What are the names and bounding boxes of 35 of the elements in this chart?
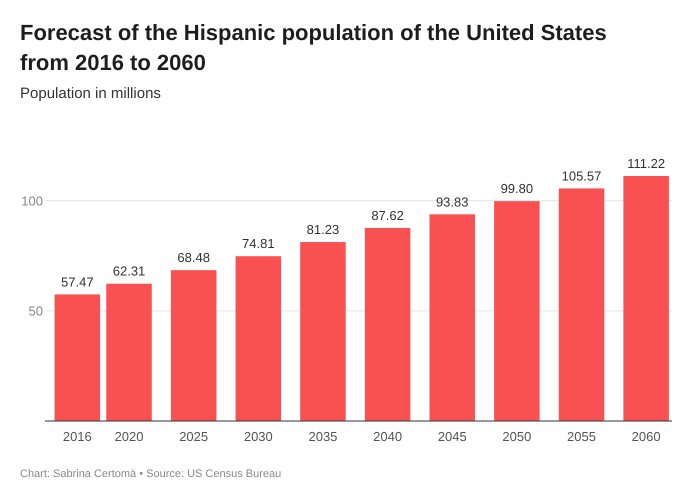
- bar: [494, 201, 540, 421]
- data-label: 62.31: [112, 264, 146, 279]
- data-label: 93.83: [436, 194, 468, 210]
- chart-title: Forecast of the Hispanic population of the United States from 2016 to 2060: [20, 20, 607, 75]
- bar: [300, 242, 346, 421]
- text: Chart: Sabrina Certomà • Source: US Census Bureau: [20, 468, 282, 480]
- data-label: 57.47: [61, 274, 94, 290]
- x-tick-label: 2016: [62, 429, 92, 444]
- x-tick-label: 2020: [114, 429, 144, 444]
- bar: [623, 176, 669, 421]
- y-tick-label: 100: [21, 193, 43, 208]
- bar: [429, 214, 475, 421]
- x-tick-label: 2055: [567, 429, 596, 444]
- data-label: 111.22: [627, 156, 666, 171]
- data-label: 74.81: [242, 236, 275, 252]
- x-tick-label: 2040: [373, 429, 402, 444]
- x-tick-label: 2060: [632, 429, 661, 444]
- bar: [236, 256, 282, 421]
- bar: [54, 294, 100, 421]
- x-tick-label: 2050: [502, 429, 532, 444]
- data-label: 81.23: [306, 222, 340, 238]
- x-tick-label: 2030: [244, 429, 273, 444]
- x-tick-label: 2035: [308, 429, 338, 444]
- data-label: 105.57: [562, 168, 602, 184]
- bar: [558, 188, 604, 421]
- bar: [364, 228, 410, 421]
- bar: [170, 270, 216, 421]
- x-tick-label: 2045: [438, 429, 467, 444]
- chart-subtitle: Population in millions: [20, 85, 161, 102]
- bar: [106, 284, 152, 421]
- data-label: 99.80: [500, 181, 534, 196]
- data-label: 68.48: [177, 250, 210, 266]
- y-tick-label: 50: [28, 303, 43, 318]
- x-tick-label: 2025: [179, 429, 208, 444]
- data-label: 87.62: [371, 208, 404, 223]
